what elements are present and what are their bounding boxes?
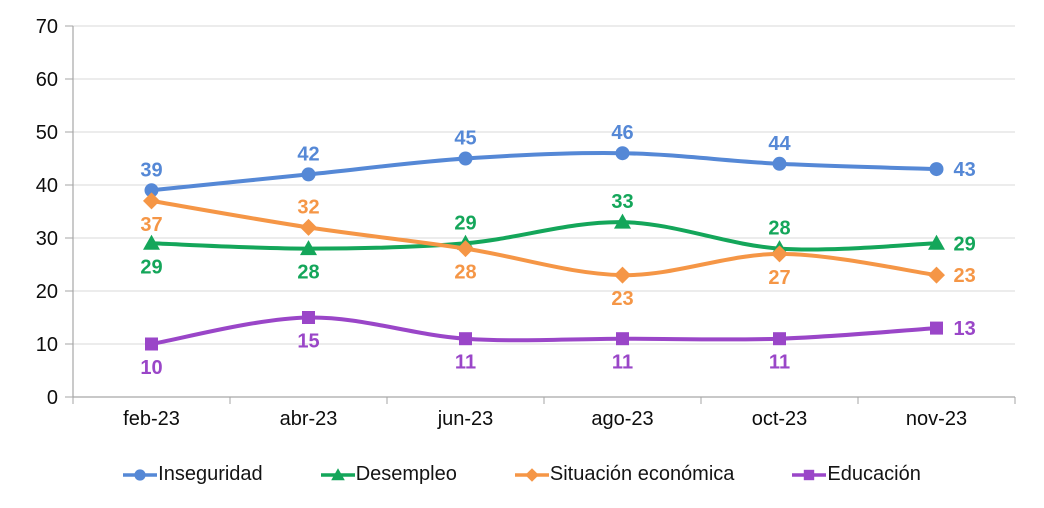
y-tick-label: 60 <box>36 69 58 91</box>
data-label: 46 <box>611 122 633 144</box>
data-label: 39 <box>140 159 162 181</box>
legend-item-situacion-economica: Situación económica <box>514 463 735 486</box>
data-label: 29 <box>954 233 976 255</box>
data-label: 11 <box>769 352 790 374</box>
chart-plot-svg: 0 10 20 30 40 50 60 70 feb-23 abr-23 jun-23 ago-23 o… <box>36 16 1016 430</box>
data-label: 28 <box>297 262 319 284</box>
data-label: 23 <box>954 265 976 287</box>
data-label: 29 <box>454 212 476 234</box>
x-tick-label: ago-23 <box>591 408 653 430</box>
legend-item-desempleo: Desempleo <box>320 463 457 486</box>
legend-circle-icon <box>123 468 158 481</box>
legend-square-icon <box>792 469 827 480</box>
y-tick-label: 0 <box>47 387 58 409</box>
legend-diamond-icon <box>514 467 549 482</box>
legend-label: Educación <box>827 463 921 485</box>
data-label: 11 <box>612 352 633 374</box>
y-tick-label: 70 <box>36 16 58 38</box>
data-label: 11 <box>455 352 476 374</box>
data-label: 23 <box>611 288 633 310</box>
legend-label: Desempleo <box>355 463 457 485</box>
data-label: 27 <box>768 267 790 289</box>
y-tick-label: 20 <box>36 281 58 303</box>
legend-triangle-icon <box>320 467 355 480</box>
x-tick-label: jun-23 <box>437 408 494 430</box>
series-situacion-economica: 37 32 28 23 27 23 <box>140 192 976 310</box>
series-educacion: 10 15 11 11 11 13 <box>140 311 976 379</box>
data-label: 45 <box>454 128 476 150</box>
data-label: 15 <box>297 331 319 353</box>
x-tick-label: nov-23 <box>906 408 967 430</box>
data-label: 10 <box>140 357 162 379</box>
series-line <box>149 220 939 252</box>
data-label: 28 <box>454 262 476 284</box>
data-label: 28 <box>768 218 790 240</box>
chart-legend: Inseguridad Desempleo Situación económica E… <box>0 463 1044 486</box>
data-label: 43 <box>954 159 976 181</box>
y-tick-label: 30 <box>36 228 58 250</box>
y-tick-label: 50 <box>36 122 58 144</box>
legend-item-inseguridad: Inseguridad <box>123 463 263 486</box>
legend-item-educacion: Educación <box>792 463 921 486</box>
data-label: 33 <box>611 191 633 213</box>
x-tick-label: abr-23 <box>280 408 338 430</box>
data-label: 37 <box>140 214 162 236</box>
data-label: 44 <box>768 133 791 155</box>
series-line <box>149 315 939 346</box>
data-label: 13 <box>954 318 976 340</box>
x-tick-label: oct-23 <box>752 408 808 430</box>
legend-label: Situación económica <box>549 463 735 485</box>
data-label: 29 <box>140 256 162 278</box>
series-line <box>149 198 939 278</box>
y-tick-label: 10 <box>36 334 58 356</box>
data-label: 42 <box>297 143 319 165</box>
series-line <box>149 151 939 193</box>
series-desempleo: 29 28 29 33 28 29 <box>140 191 975 284</box>
y-tick-label: 40 <box>36 175 58 197</box>
legend-label: Inseguridad <box>158 463 263 485</box>
x-tick-label: feb-23 <box>123 408 180 430</box>
series-inseguridad: 39 42 45 46 44 43 <box>140 122 976 198</box>
data-label: 32 <box>297 196 319 218</box>
